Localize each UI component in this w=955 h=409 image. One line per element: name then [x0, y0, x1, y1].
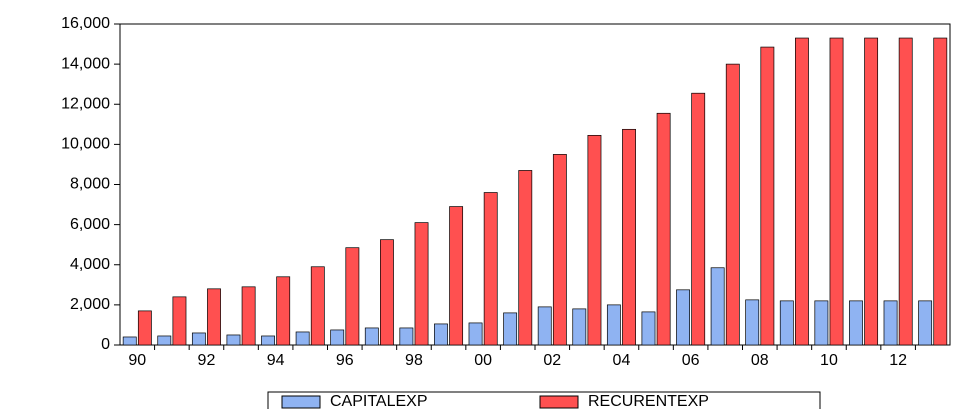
bar	[449, 206, 464, 346]
y-tick-label: 8,000	[70, 176, 110, 193]
bar	[483, 192, 498, 346]
bar	[933, 37, 948, 346]
bar	[572, 308, 587, 346]
bar	[414, 222, 429, 346]
bar	[122, 336, 137, 346]
legend-swatch	[539, 395, 579, 409]
bar	[261, 335, 275, 346]
x-tick-label: 08	[751, 352, 769, 369]
y-tick-label: 6,000	[70, 216, 110, 233]
bar	[918, 300, 933, 346]
x-tick-label: 00	[474, 352, 492, 369]
bar	[606, 304, 621, 346]
y-tick-label: 12,000	[61, 95, 110, 112]
bar	[468, 322, 483, 346]
bar	[276, 276, 291, 346]
bar	[849, 300, 863, 346]
bar	[622, 128, 636, 346]
y-tick-label: 16,000	[61, 15, 110, 32]
bar	[898, 37, 913, 346]
x-tick-label: 94	[267, 352, 285, 369]
bar	[434, 323, 448, 346]
bar	[295, 331, 310, 346]
bar	[537, 306, 552, 346]
bar	[779, 300, 794, 346]
legend-label: RECURENTEXP	[588, 393, 709, 409]
bar	[380, 239, 394, 346]
bar	[710, 267, 725, 346]
x-tick-label: 96	[336, 352, 354, 369]
bar	[745, 299, 760, 346]
y-tick-label: 14,000	[61, 55, 110, 72]
bar	[587, 134, 602, 346]
x-tick-label: 06	[682, 352, 700, 369]
bar	[656, 112, 671, 346]
y-tick-label: 4,000	[70, 256, 110, 273]
bar	[399, 327, 414, 346]
legend-label: CAPITALEXP	[330, 393, 428, 409]
bar	[760, 46, 775, 346]
bar	[207, 288, 221, 346]
x-tick-label: 98	[405, 352, 423, 369]
bar	[364, 327, 379, 346]
bar	[641, 311, 656, 346]
bar	[330, 329, 345, 346]
legend-frame	[267, 391, 821, 409]
y-tick-label: 0	[101, 336, 110, 353]
bar	[226, 334, 241, 346]
bar	[310, 266, 325, 346]
x-tick-label: 04	[613, 352, 631, 369]
bar	[552, 154, 567, 346]
bar	[676, 289, 690, 346]
bar	[191, 332, 206, 346]
y-tick-label: 2,000	[70, 296, 110, 313]
x-tick-label: 10	[820, 352, 838, 369]
bar	[864, 37, 879, 346]
bar	[137, 310, 152, 346]
x-tick-label: 90	[128, 352, 146, 369]
x-tick-label: 92	[198, 352, 216, 369]
bar	[172, 296, 187, 346]
x-tick-label: 12	[889, 352, 907, 369]
bar	[503, 312, 518, 346]
bar	[814, 300, 829, 346]
bar	[345, 247, 360, 346]
bar	[691, 92, 706, 346]
bar	[725, 63, 740, 346]
bar	[829, 37, 844, 346]
y-tick-label: 10,000	[61, 136, 110, 153]
bar	[883, 300, 898, 346]
legend-swatch	[281, 395, 321, 409]
x-tick-label: 02	[543, 352, 561, 369]
bar	[795, 37, 809, 346]
bar	[518, 170, 533, 346]
bar	[241, 286, 256, 346]
bar	[157, 335, 172, 346]
